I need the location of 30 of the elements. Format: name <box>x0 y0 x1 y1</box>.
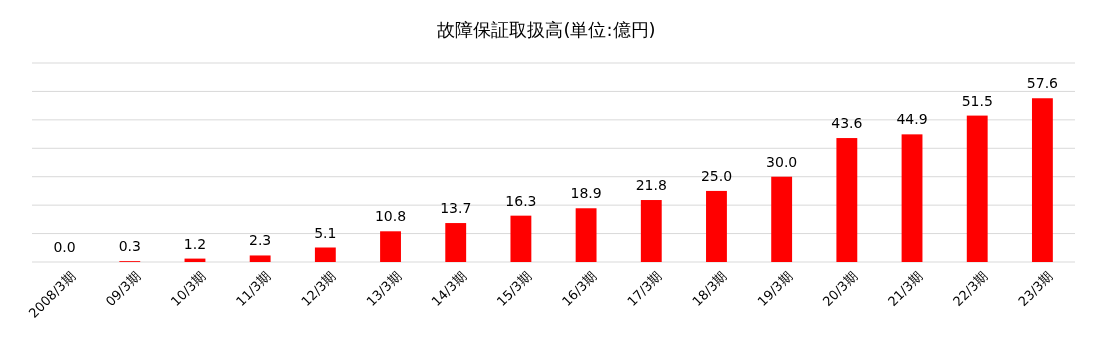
data-label: 10.8 <box>374 208 407 225</box>
bar <box>966 115 988 262</box>
data-label: 43.6 <box>831 115 863 132</box>
bar <box>314 247 336 262</box>
bar <box>901 134 923 262</box>
data-label: 0.3 <box>118 238 141 255</box>
data-label: 1.2 <box>183 235 207 252</box>
data-label: 18.9 <box>570 185 602 202</box>
data-label: 5.1 <box>314 224 337 241</box>
bar <box>380 231 401 262</box>
bar <box>445 223 467 262</box>
bar <box>706 190 727 262</box>
data-label: 51.5 <box>961 92 993 109</box>
bar <box>640 200 662 262</box>
bar <box>575 208 597 262</box>
data-label: 21.8 <box>635 177 667 194</box>
data-label: 57.6 <box>1026 75 1059 92</box>
data-label: 44.9 <box>896 111 928 128</box>
bar <box>836 138 858 262</box>
data-label: 16.3 <box>505 192 537 209</box>
bar <box>510 215 532 262</box>
bar <box>249 255 271 262</box>
bar <box>771 176 793 262</box>
data-label: 25.0 <box>700 167 733 184</box>
bar <box>1031 98 1053 262</box>
chart-title: 故障保証取扱高(単位:億円) <box>437 19 656 40</box>
data-label: 0.0 <box>53 239 76 255</box>
data-label: 13.7 <box>440 200 472 217</box>
data-label: 30.0 <box>766 153 798 170</box>
data-label: 2.3 <box>249 232 272 249</box>
